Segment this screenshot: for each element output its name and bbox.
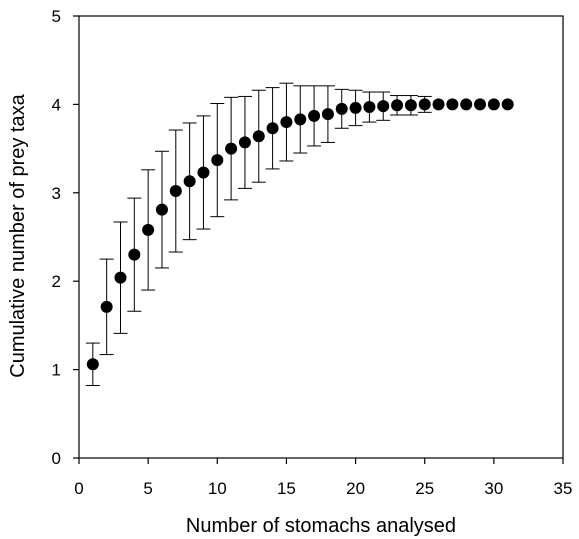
data-point	[363, 101, 376, 114]
data-point	[114, 271, 127, 284]
data-point	[460, 98, 473, 111]
x-tick-label: 35	[554, 479, 573, 498]
data-point	[169, 185, 182, 198]
x-tick-label: 10	[208, 479, 227, 498]
x-axis-title: Number of stomachs analysed	[186, 515, 456, 537]
data-point	[197, 166, 210, 179]
data-point	[349, 101, 362, 114]
y-tick-label: 5	[52, 7, 61, 26]
data-point	[308, 109, 321, 122]
data-point	[377, 100, 390, 113]
data-point	[501, 98, 514, 111]
data-point	[335, 102, 348, 115]
y-tick-label: 4	[52, 95, 61, 114]
x-tick-label: 20	[346, 479, 365, 498]
data-point	[128, 248, 141, 261]
data-point	[404, 99, 417, 112]
y-axis-title: Cumulative number of prey taxa	[7, 93, 29, 377]
data-point	[142, 223, 155, 236]
y-tick-label: 1	[52, 361, 61, 380]
data-point	[86, 358, 99, 371]
data-point	[321, 108, 334, 121]
data-point	[238, 136, 251, 149]
data-point	[100, 300, 113, 313]
x-tick-label: 30	[484, 479, 503, 498]
error-bars	[85, 82, 432, 387]
data-point	[391, 99, 404, 112]
data-point	[183, 175, 196, 188]
x-tick-label: 0	[74, 479, 83, 498]
data-points	[86, 98, 514, 371]
data-point	[294, 113, 307, 126]
x-tick-label: 15	[277, 479, 296, 498]
data-point	[266, 122, 279, 135]
data-point	[432, 98, 445, 111]
y-tick-label: 2	[52, 272, 61, 291]
data-point	[418, 98, 431, 111]
x-tick-label: 5	[143, 479, 152, 498]
data-point	[211, 154, 224, 167]
data-point	[474, 98, 487, 111]
data-point	[225, 142, 238, 155]
data-point	[280, 116, 293, 129]
y-axis-ticks: 0 1 2 3 4 5	[52, 7, 79, 468]
y-tick-label: 0	[52, 449, 61, 468]
y-tick-label: 3	[52, 184, 61, 203]
data-point	[252, 130, 265, 143]
x-tick-label: 25	[415, 479, 434, 498]
plot-frame	[78, 15, 564, 459]
data-point	[487, 98, 500, 111]
data-point	[446, 98, 459, 111]
data-point	[155, 203, 168, 216]
x-axis-ticks: 0 5 10 15 20 25 30 35	[74, 458, 572, 498]
